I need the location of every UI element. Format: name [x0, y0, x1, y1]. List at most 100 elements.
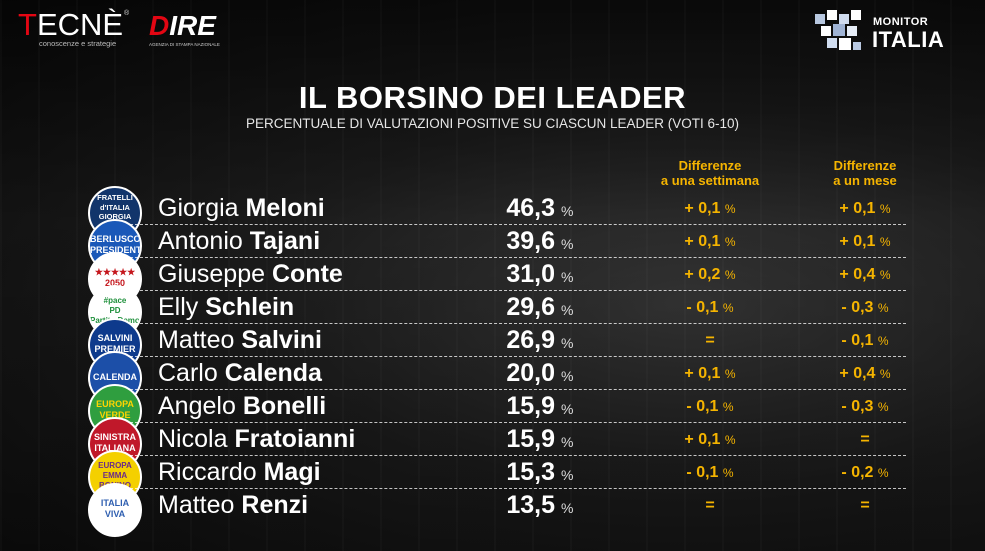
- row-separator: [130, 488, 906, 489]
- party-logo-text: PREMIER: [94, 344, 136, 354]
- tecne-logo-initial: T: [18, 7, 37, 42]
- leader-name: Carlo Calenda: [158, 359, 322, 388]
- diff-week-unit: %: [724, 268, 736, 282]
- row-separator: [130, 389, 906, 390]
- diff-week-value: =: [705, 497, 715, 514]
- diff-week-unit: %: [724, 433, 736, 447]
- party-logo-text: CALENDA: [93, 371, 137, 382]
- diff-month-value: + 0,4: [839, 266, 876, 283]
- leader-first-name: Angelo: [158, 392, 236, 420]
- approval-unit: %: [561, 335, 574, 351]
- party-logo-text: 2050: [104, 278, 126, 288]
- diff-month-unit: %: [879, 235, 891, 249]
- row-separator: [130, 455, 906, 456]
- leader-last-name: Schlein: [205, 293, 295, 321]
- diff-week-value: + 0,1: [684, 431, 721, 448]
- row-separator: [130, 323, 906, 324]
- leader-first-name: Elly: [158, 293, 199, 321]
- approval-value: 15,3: [506, 458, 555, 486]
- approval-value: 15,9: [506, 425, 555, 453]
- diff-month: + 0,1 %: [815, 200, 915, 218]
- italia-label: ITALIA: [872, 27, 945, 52]
- approval-unit: %: [561, 434, 574, 450]
- row-separator: [130, 356, 906, 357]
- row-separator: [130, 290, 906, 291]
- party-logo-text: ★★★★★: [94, 267, 136, 277]
- diff-week-value: + 0,1: [684, 233, 721, 250]
- diff-month: + 0,4 %: [815, 365, 915, 383]
- column-header-week-line2: a una settimana: [660, 173, 760, 188]
- diff-week-value: + 0,1: [684, 365, 721, 382]
- leader-first-name: Antonio: [158, 227, 243, 255]
- diff-week-value: - 0,1: [686, 398, 719, 415]
- diff-week-unit: %: [722, 466, 734, 480]
- chart-subtitle: PERCENTUALE DI VALUTAZIONI POSITIVE SU C…: [245, 116, 740, 131]
- leader-last-name: Meloni: [245, 194, 325, 222]
- diff-week: + 0,1 %: [660, 365, 760, 383]
- diff-week: - 0,1 %: [660, 398, 760, 416]
- leader-first-name: Giuseppe: [158, 260, 266, 288]
- leader-first-name: Carlo: [158, 359, 218, 387]
- leader-first-name: Riccardo: [158, 458, 257, 486]
- cubes-icon: [815, 10, 861, 50]
- approval-value: 29,6: [506, 293, 555, 321]
- diff-month-value: =: [860, 431, 870, 448]
- monitor-italia-logo: MONITOR ITALIA: [813, 8, 973, 58]
- diff-month-value: + 0,1: [839, 233, 876, 250]
- leader-first-name: Matteo: [158, 326, 235, 354]
- approval-value: 39,6: [506, 227, 555, 255]
- table-row: CALENDA Carlo Calenda 20,0% + 0,1 % + 0,4 %: [0, 351, 985, 405]
- diff-month-unit: %: [879, 268, 891, 282]
- leader-name: Giuseppe Conte: [158, 260, 343, 289]
- diff-week-value: =: [705, 332, 715, 349]
- approval-value: 46,3: [506, 194, 555, 222]
- approval-unit: %: [561, 203, 574, 219]
- party-logo-iv: ITALIA VIVA: [88, 483, 142, 537]
- diff-month-unit: %: [877, 334, 889, 348]
- party-logo-text: BERLUSCONI: [90, 234, 141, 244]
- table-row: BERLUSCONIPRESIDENTEAntonio Tajani39,6%+…: [0, 219, 985, 273]
- diff-month-unit: %: [879, 202, 891, 216]
- diff-week: + 0,1 %: [660, 200, 760, 218]
- leader-last-name: Salvini: [241, 326, 322, 354]
- party-logo-text: GIORGIA: [98, 212, 132, 221]
- column-header-month: Differenze a un mese: [800, 158, 930, 188]
- table-row: #pacePDPartito DemocraticoElly Schlein29…: [0, 285, 985, 339]
- party-logo-text: EUROPA: [96, 399, 134, 409]
- party-logo-text: PD: [109, 306, 121, 315]
- leader-name: Elly Schlein: [158, 293, 294, 322]
- approval-value: 20,0: [506, 359, 555, 387]
- diff-month: - 0,2 %: [815, 464, 915, 482]
- approval-unit: %: [561, 236, 574, 252]
- leader-first-name: Matteo: [158, 491, 235, 519]
- dire-tagline: AGENZIA DI STAMPA NAZIONALE: [149, 42, 220, 47]
- diff-week-value: + 0,2: [684, 266, 721, 283]
- approval-value: 13,5: [506, 491, 555, 519]
- diff-week-unit: %: [724, 235, 736, 249]
- approval-value: 15,9: [506, 392, 555, 420]
- tecne-logo: TECNÈ ® conoscenze e strategie: [18, 7, 133, 50]
- approval-value: 26,9: [506, 326, 555, 354]
- diff-week-unit: %: [724, 202, 736, 216]
- leader-name: Angelo Bonelli: [158, 392, 326, 421]
- diff-week: - 0,1 %: [660, 464, 760, 482]
- diff-week: - 0,1 %: [660, 299, 760, 317]
- diff-month-unit: %: [877, 400, 889, 414]
- column-header-week-line1: Differenze: [678, 158, 742, 173]
- leader-last-name: Magi: [263, 458, 321, 486]
- party-logo-text: #pace: [103, 296, 127, 305]
- approval-unit: %: [561, 368, 574, 384]
- diff-week-unit: %: [722, 301, 734, 315]
- party-logo-text: SALVINI: [97, 333, 133, 343]
- diff-month-value: + 0,4: [839, 365, 876, 382]
- approval-unit: %: [561, 401, 574, 417]
- leader-last-name: Fratoianni: [234, 425, 356, 453]
- diff-week-value: - 0,1: [686, 299, 719, 316]
- diff-month: =: [815, 431, 915, 449]
- column-header-month-line1: Differenze: [833, 158, 897, 173]
- dire-logo-text: IRE: [169, 10, 216, 41]
- diff-month-value: - 0,3: [841, 398, 874, 415]
- approval-unit: %: [561, 302, 574, 318]
- approval-unit: %: [561, 269, 574, 285]
